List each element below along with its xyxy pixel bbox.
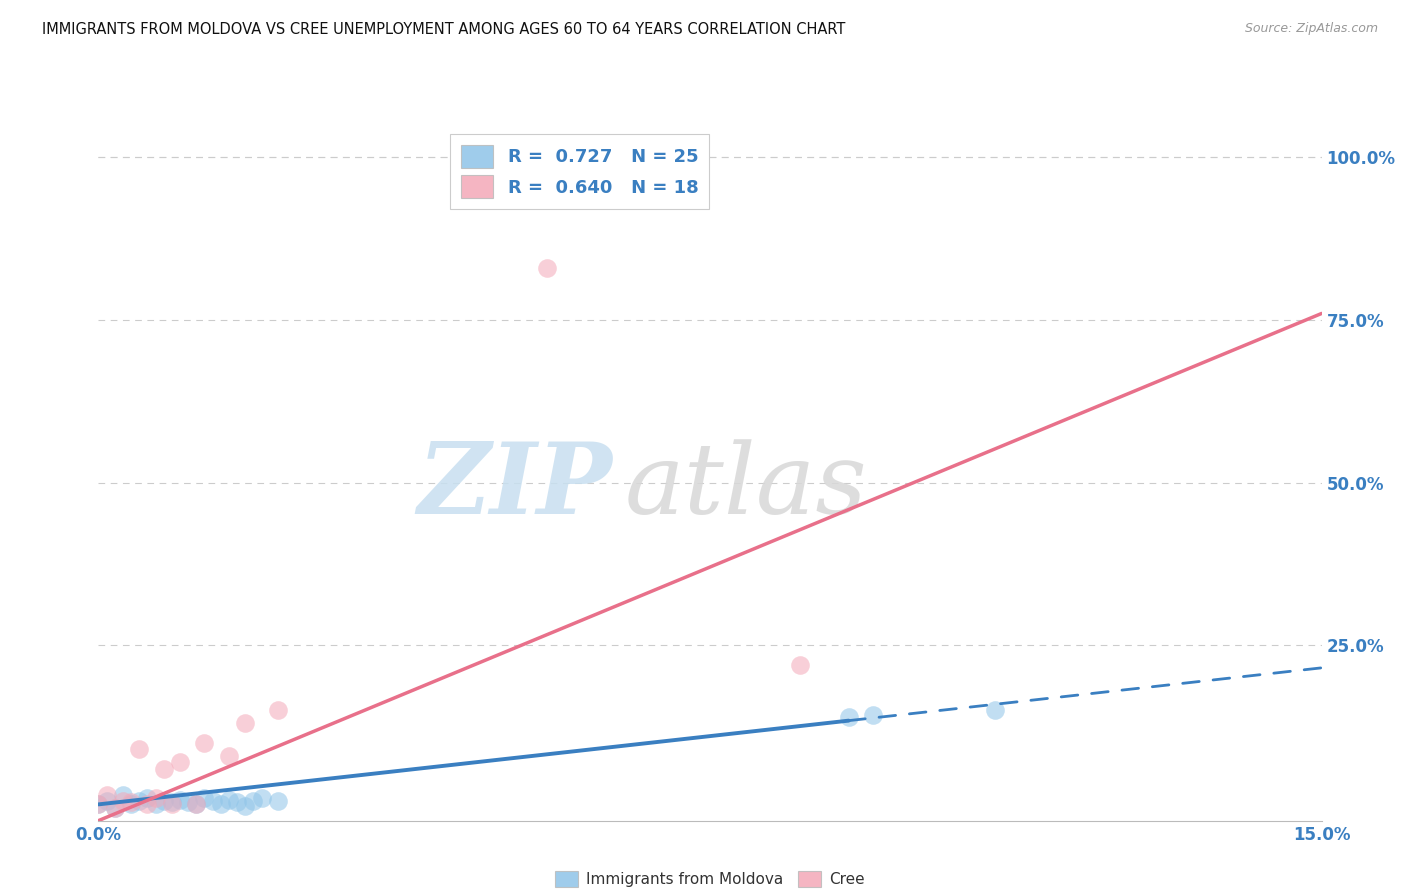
Point: [226, 796, 249, 810]
Point: [145, 790, 167, 805]
Point: [111, 794, 134, 808]
Point: [128, 742, 150, 756]
Point: [160, 797, 183, 812]
Point: [152, 794, 174, 808]
Point: [96, 788, 118, 802]
Point: [169, 755, 191, 769]
Point: [111, 788, 134, 802]
Point: [838, 709, 860, 723]
Point: [201, 794, 224, 808]
Point: [862, 707, 884, 722]
Point: [193, 736, 215, 750]
Point: [209, 797, 232, 812]
Point: [233, 798, 256, 813]
Point: [177, 796, 200, 810]
Text: Source: ZipAtlas.com: Source: ZipAtlas.com: [1244, 22, 1378, 36]
Point: [104, 800, 127, 814]
Point: [128, 794, 150, 808]
Point: [186, 797, 208, 812]
Point: [96, 794, 118, 808]
Point: [193, 790, 215, 805]
Point: [186, 797, 208, 812]
Point: [218, 748, 240, 763]
Point: [87, 797, 110, 812]
Text: IMMIGRANTS FROM MOLDOVA VS CREE UNEMPLOYMENT AMONG AGES 60 TO 64 YEARS CORRELATI: IMMIGRANTS FROM MOLDOVA VS CREE UNEMPLOY…: [42, 22, 845, 37]
Legend: Immigrants from Moldova, Cree: Immigrants from Moldova, Cree: [550, 865, 870, 892]
Text: ZIP: ZIP: [418, 439, 612, 535]
Point: [152, 762, 174, 776]
Point: [120, 796, 142, 810]
Point: [789, 657, 811, 672]
Point: [145, 797, 167, 812]
Point: [536, 260, 558, 275]
Point: [136, 790, 159, 805]
Point: [242, 794, 264, 808]
Point: [160, 796, 183, 810]
Point: [104, 800, 127, 814]
Point: [87, 797, 110, 812]
Point: [984, 703, 1007, 717]
Text: atlas: atlas: [624, 439, 868, 534]
Point: [250, 790, 273, 805]
Point: [169, 793, 191, 807]
Point: [120, 797, 142, 812]
Point: [267, 794, 290, 808]
Point: [136, 797, 159, 812]
Point: [233, 716, 256, 731]
Point: [218, 793, 240, 807]
Point: [267, 703, 290, 717]
